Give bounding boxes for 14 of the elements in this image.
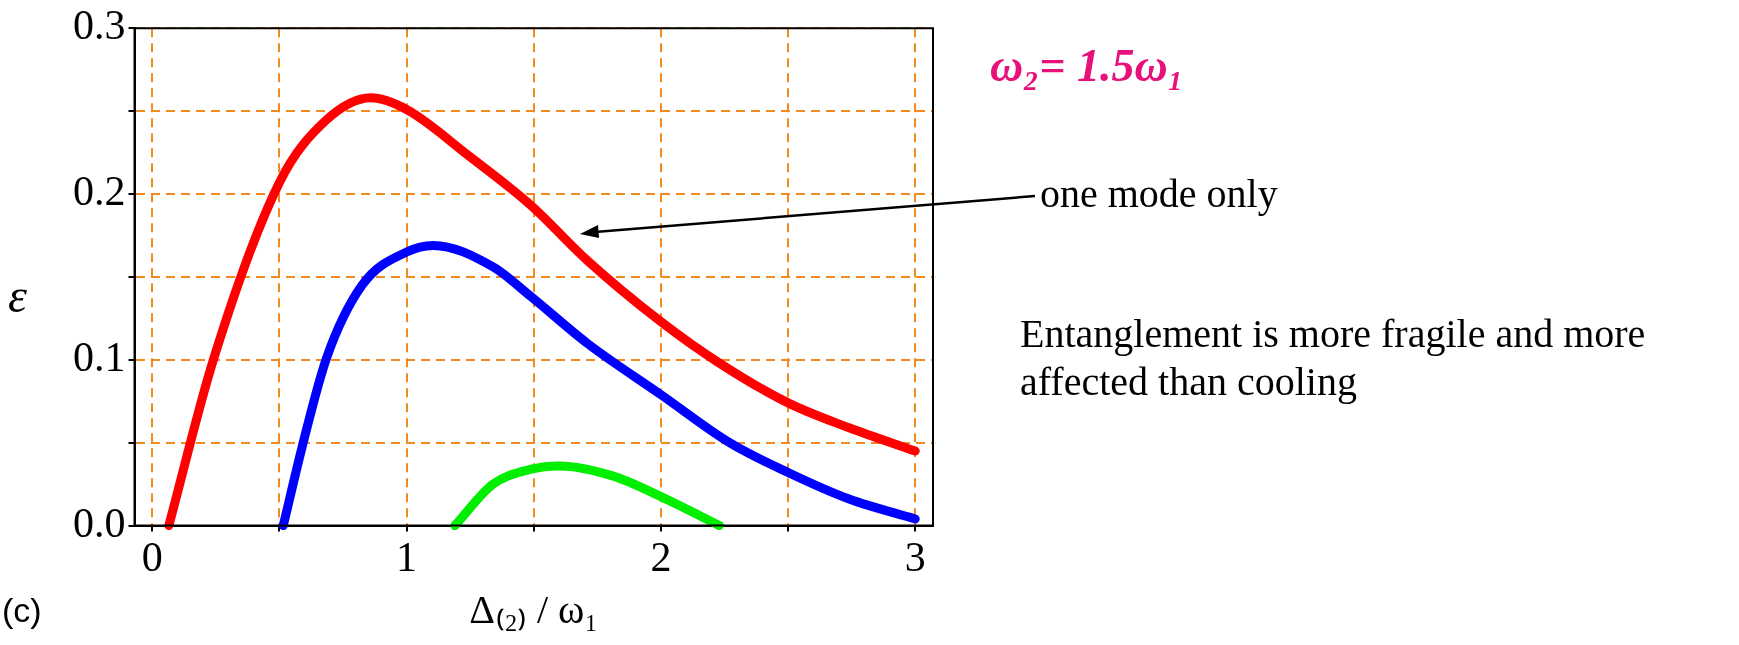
- x-tick-label: 0: [141, 533, 163, 580]
- x-tick-label: 3: [904, 533, 926, 580]
- text: one mode only: [1040, 170, 1278, 218]
- x-axis-title: Δ₍₂₎ / ω₁: [469, 586, 599, 632]
- y-tick-label: 0.3: [73, 2, 126, 49]
- y-tick-label: 0.0: [73, 499, 126, 546]
- y-tick-label: 0.2: [73, 168, 126, 215]
- text: ω₂= 1.5ω₁: [990, 39, 1184, 93]
- y-tick-label: 0.1: [73, 333, 126, 380]
- text: (c): [2, 590, 42, 631]
- x-tick-label: 1: [396, 533, 418, 580]
- y-axis-title: ε: [8, 268, 27, 323]
- text: Entanglement is more fragile and more affected than cooling: [1020, 310, 1647, 406]
- x-tick-label: 2: [650, 533, 672, 580]
